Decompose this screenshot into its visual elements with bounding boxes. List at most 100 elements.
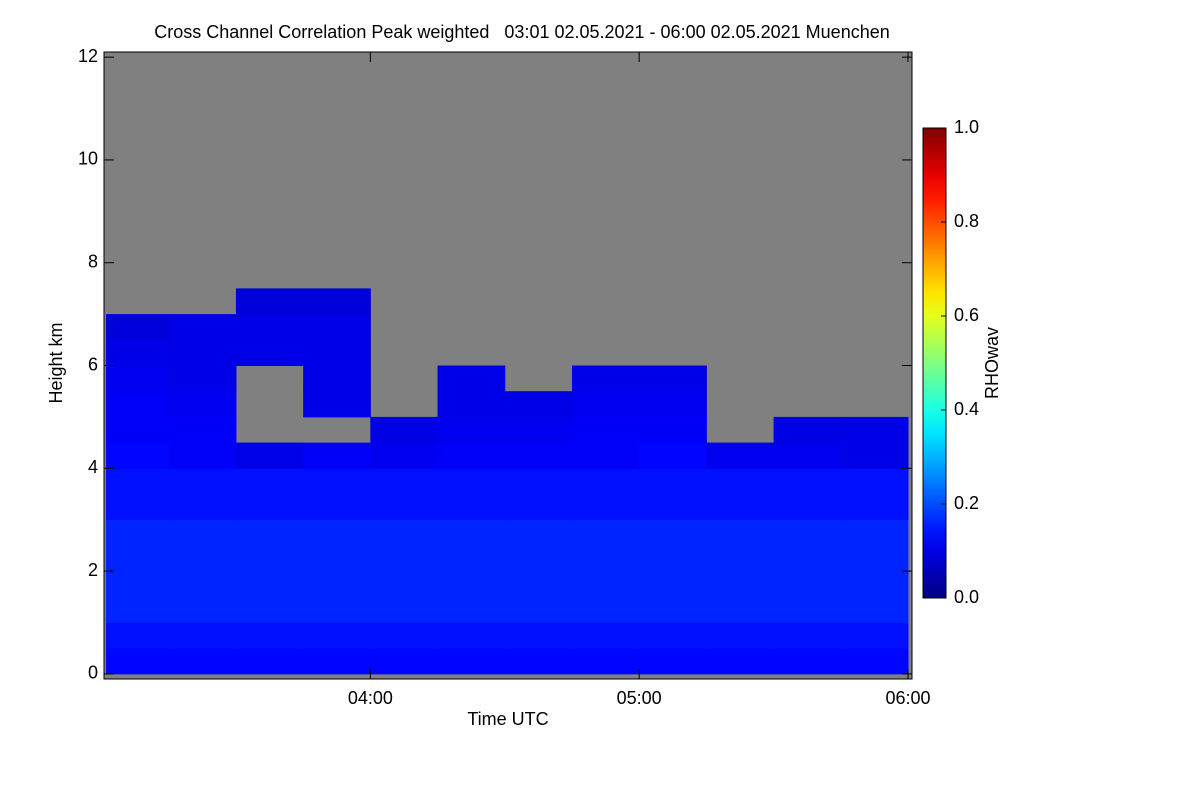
heatmap-cell [106,519,170,546]
heatmap-cell [840,442,909,469]
heatmap-cell [235,442,304,469]
heatmap-cell [303,648,371,675]
heatmap-cell [504,416,573,444]
heatmap-cell [370,442,439,469]
heatmap-cell [639,416,707,444]
heatmap-cell [504,442,573,469]
heatmap-cell [303,339,371,366]
heatmap-cell [571,493,640,521]
heatmap-cell [303,493,371,521]
heatmap-cell [303,442,371,469]
heatmap-cell [370,493,439,521]
heatmap-cell [571,622,640,649]
heatmap-cell [168,493,237,521]
heatmap-cell [370,468,439,495]
colorbar [922,127,947,599]
heatmap-cell [106,339,170,366]
heatmap-cell [706,442,775,469]
heatmap-cell [235,493,304,521]
heatmap-cell [168,519,237,546]
heatmap-cell [639,493,707,521]
x-tick-label: 04:00 [348,688,393,708]
heatmap-cell [168,365,237,392]
heatmap-cell [437,416,506,444]
heatmap-cell [840,493,909,521]
heatmap-cell [168,442,237,469]
heatmap-cell [370,416,439,444]
y-tick-label: 12 [78,46,98,66]
heatmap-cell [370,519,439,546]
heatmap-cell [437,493,506,521]
heatmap-cell [773,416,842,444]
heatmap-cell [571,596,640,623]
heatmap-cell [106,648,170,675]
heatmap-cell [106,314,170,341]
heatmap-cell [235,314,304,341]
heatmap-cell [235,648,304,675]
y-tick-label: 10 [78,149,98,169]
heatmap-cell [504,648,573,675]
heatmap-cell [370,622,439,649]
y-tick-label: 4 [88,457,98,477]
y-tick-label: 6 [88,354,98,374]
heatmap-cell [437,648,506,675]
heatmap-cell [706,622,775,649]
heatmap-cell [168,596,237,623]
heatmap-cell [773,493,842,521]
heatmap-cell [235,288,304,315]
heatmap-cell [235,596,304,623]
heatmap-cell [571,519,640,546]
heatmap-cell [706,468,775,495]
heatmap-cell [235,468,304,495]
colorbar-tick-label: 0.4 [954,399,979,419]
heatmap-cell [504,468,573,495]
heatmap-cell [504,571,573,598]
heatmap-cell [773,442,842,469]
colorbar-tick-label: 0.6 [954,305,979,325]
heatmap-cell [571,442,640,469]
heatmap-cell [437,391,506,418]
heatmap-cell [235,339,304,366]
heatmap-cell [773,648,842,675]
heatmap-cell [571,545,640,572]
heatmap-cell [706,519,775,546]
colorbar-tick-label: 0.8 [954,211,979,231]
heatmap-cell [370,545,439,572]
colorbar-tick-label: 1.0 [954,117,979,137]
heatmap-cell [437,571,506,598]
heatmap-cell [437,545,506,572]
heatmap-cell [639,365,707,392]
heatmap-cell [639,545,707,572]
heatmap-cell [168,339,237,366]
heatmap-cell [504,493,573,521]
heatmap-cell [840,545,909,572]
x-tick-label: 06:00 [885,688,930,708]
heatmap-cell [639,622,707,649]
heatmap-cell [106,365,170,392]
heatmap-cell [106,493,170,521]
heatmap-cell [106,442,170,469]
heatmap-cell [235,622,304,649]
heatmap-cell [235,519,304,546]
heatmap-cell [303,314,371,341]
heatmap-cell [235,571,304,598]
heatmap-cell [773,571,842,598]
heatmap-cell [639,571,707,598]
heatmap-cell [168,545,237,572]
heatmap-cell [773,519,842,546]
colorbar-label: RHOwav [982,327,1002,399]
heatmap-cell [303,571,371,598]
heatmap-cell [504,622,573,649]
heatmap-cell [840,519,909,546]
heatmap-cell [303,622,371,649]
heatmap-cell [773,545,842,572]
y-tick-label: 8 [88,251,98,271]
heatmap-cell [106,416,170,444]
heatmap-cell [840,468,909,495]
heatmap-cell [106,622,170,649]
y-axis-label: Height km [46,322,66,403]
heatmap-cell [303,519,371,546]
heatmap-cell [639,391,707,418]
heatmap-cell [106,468,170,495]
